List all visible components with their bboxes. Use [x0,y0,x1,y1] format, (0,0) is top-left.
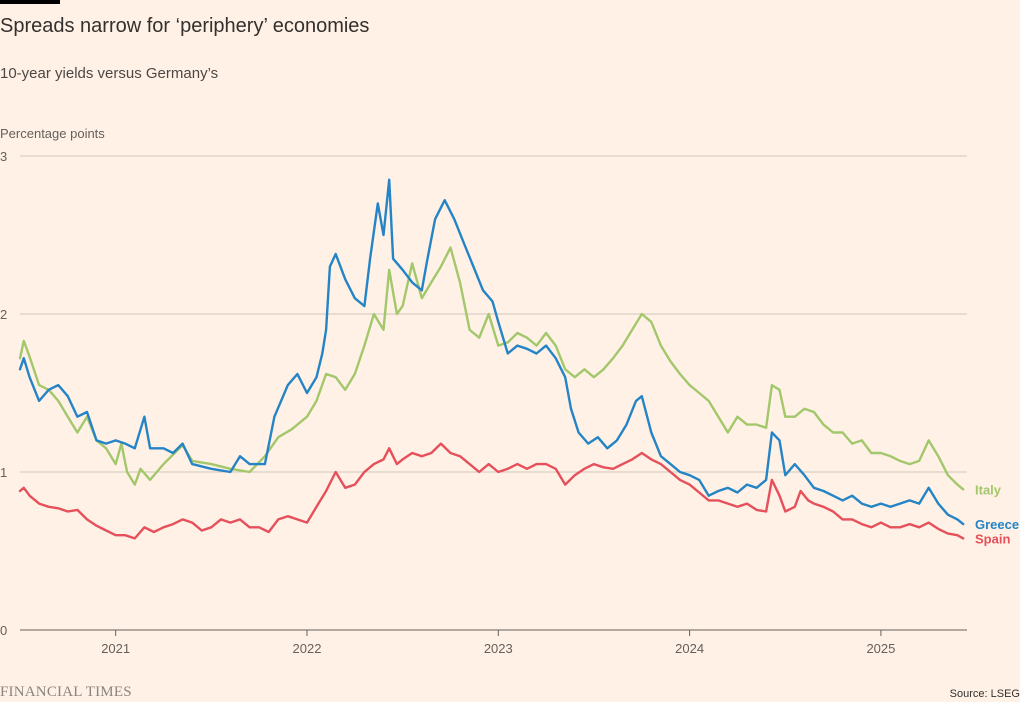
y-tick-label-1: 1 [0,465,7,480]
x-tick-label-2025: 2025 [866,641,895,656]
y-axis: 0 1 2 3 [0,149,7,638]
series-line-spain [18,442,965,540]
gridlines [20,155,967,631]
chart-subtitle: 10-year yields versus Germany’s [0,65,219,82]
series-line-greece [18,178,965,526]
y-tick-label-3: 3 [0,149,7,164]
series-label-greece: Greece [975,517,1019,532]
source-note: Source: LSEG [949,688,1020,700]
series-line-italy [18,246,965,491]
x-tick-label-2022: 2022 [293,641,322,656]
x-tick-label-2024: 2024 [675,641,704,656]
series-label-italy: Italy [975,482,1002,497]
series-lines [18,178,965,540]
y-tick-label-2: 2 [0,307,7,322]
y-axis-unit-label: Percentage points [0,126,105,141]
x-tick-label-2023: 2023 [484,641,513,656]
x-axis: 2021 2022 2023 2024 2025 [101,630,895,656]
y-tick-label-0: 0 [0,623,7,638]
x-tick-label-2021: 2021 [101,641,130,656]
ft-logo: FINANCIAL TIMES [0,684,132,700]
chart-title: Spreads narrow for ‘periphery’ economies [0,15,370,37]
brand-top-bar [0,0,60,4]
series-label-spain: Spain [975,531,1010,546]
